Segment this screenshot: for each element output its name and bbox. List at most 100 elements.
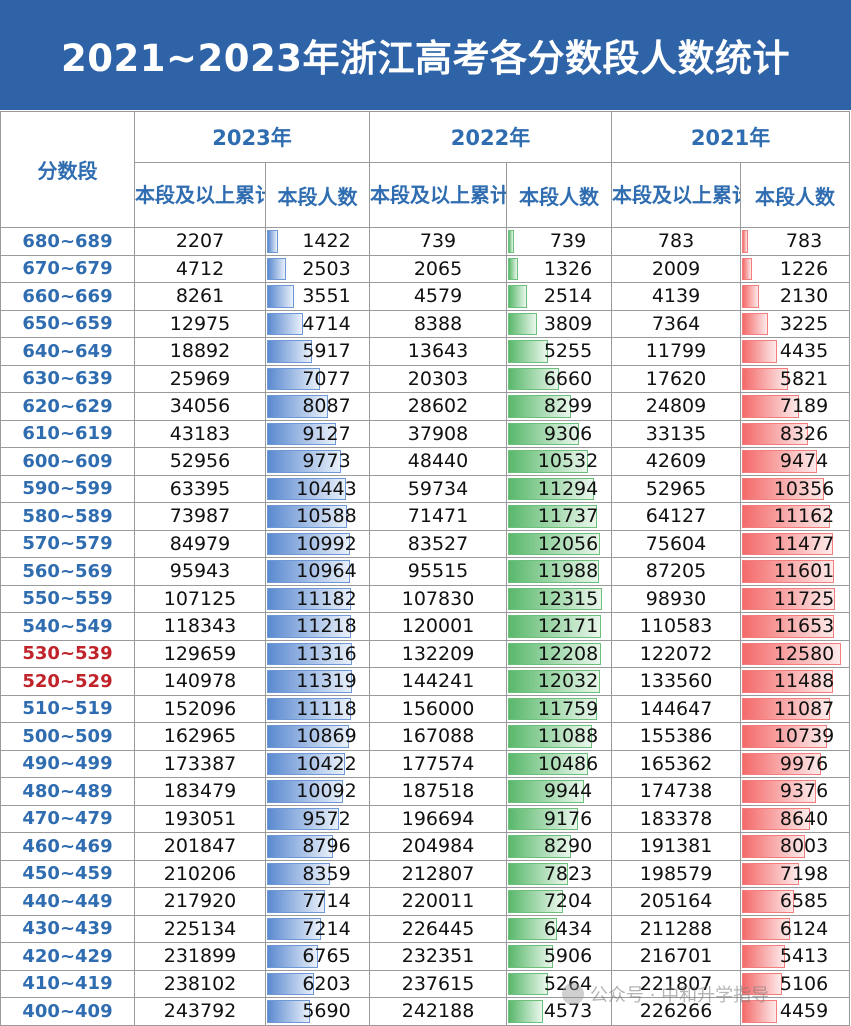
segment-cell: 470~479 <box>0 804 135 833</box>
count-cell-2023: 10992 <box>264 529 371 558</box>
cumulative-cell-2021: 205164 <box>611 887 742 916</box>
count-bar-2021 <box>742 367 789 390</box>
count-bar-2023 <box>267 505 347 528</box>
count-value: 4573 <box>543 1000 593 1023</box>
count-value: 11218 <box>296 615 357 638</box>
count-value: 5821 <box>779 367 829 390</box>
cumulative-cell-2022: 220011 <box>369 887 508 916</box>
cumulative-cell-2022: 237615 <box>369 969 508 998</box>
count-value: 739 <box>549 230 587 253</box>
cumulative-cell-2022: 212807 <box>369 859 508 888</box>
table-row: 570~579 84979 10992 83527 12056 75604 11477 <box>0 529 851 558</box>
cum-header-text: 本段及以上累计人数 <box>370 183 506 207</box>
count-cell-2022: 11088 <box>506 722 613 751</box>
count-bar-2021 <box>742 340 778 363</box>
count-cell-2023: 10092 <box>264 777 371 806</box>
count-bar-2022 <box>508 505 598 528</box>
count-bar-2022 <box>508 835 572 858</box>
count-bar-2023 <box>267 752 346 775</box>
cumulative-cell-2023: 243792 <box>134 997 266 1026</box>
count-cell-2022: 11988 <box>506 557 613 586</box>
segment-cell: 540~549 <box>0 612 135 641</box>
count-bar-2022 <box>508 917 557 940</box>
count-cell-2023: 7214 <box>264 914 371 943</box>
count-value: 5917 <box>302 340 351 363</box>
segment-cell: 590~599 <box>0 474 135 503</box>
score-table: 分数段 2023年 2022年 2021年 本段及以上累计人数 本段人数 本段及… <box>0 111 851 1026</box>
count-value: 10422 <box>296 752 357 775</box>
count-bar-2021 <box>742 450 817 473</box>
count-bar-2023 <box>267 725 349 748</box>
count-value: 3225 <box>779 312 829 335</box>
count-value: 8087 <box>302 395 351 418</box>
cumulative-cell-2023: 18892 <box>134 337 266 366</box>
count-value: 11601 <box>773 560 835 583</box>
count-cell-2022: 12032 <box>506 667 613 696</box>
segment-cell: 660~669 <box>0 282 135 311</box>
segment-cell: 650~659 <box>0 309 135 338</box>
count-cell-2022: 7204 <box>506 887 613 916</box>
count-value: 12171 <box>537 615 599 638</box>
count-value: 7189 <box>779 395 829 418</box>
cumulative-cell-2021: 4139 <box>611 282 742 311</box>
count-cell-2023: 9127 <box>264 419 371 448</box>
segment-cell: 610~619 <box>0 419 135 448</box>
count-value: 1326 <box>543 257 593 280</box>
count-bar-2023 <box>267 230 278 253</box>
count-bar-2023 <box>267 917 322 940</box>
count-value: 8640 <box>779 807 829 830</box>
cum-header-text: 本段及以上累计人数 <box>612 183 740 207</box>
count-header-2023: 本段人数 <box>264 162 371 228</box>
count-value: 11477 <box>773 532 835 555</box>
count-bar-2022 <box>508 725 593 748</box>
cumulative-cell-2023: 12975 <box>134 309 266 338</box>
count-bar-2021 <box>742 615 835 638</box>
watermark-text: 公众号 · 中和升学指导 <box>590 985 770 1006</box>
count-value: 9474 <box>779 450 829 473</box>
segment-cell: 670~679 <box>0 254 135 283</box>
cumulative-cell-2022: 232351 <box>369 942 508 971</box>
count-value: 9572 <box>302 807 351 830</box>
count-cell-2021: 8640 <box>740 804 851 833</box>
title-banner: 2021~2023年浙江高考各分数段人数统计 <box>0 0 851 110</box>
count-bar-2023 <box>267 642 353 665</box>
cumulative-cell-2023: 173387 <box>134 749 266 778</box>
count-cell-2022: 11737 <box>506 502 613 531</box>
cumulative-cell-2022: 37908 <box>369 419 508 448</box>
count-bar-2023 <box>267 560 350 583</box>
cum-header-2023: 本段及以上累计人数 <box>134 162 266 228</box>
count-bar-2023 <box>267 532 350 555</box>
table-row: 460~469 201847 8796 204984 8290 191381 8003 <box>0 832 851 861</box>
count-cell-2021: 11488 <box>740 667 851 696</box>
count-cell-2022: 9944 <box>506 777 613 806</box>
count-value: 2503 <box>302 257 351 280</box>
count-cell-2021: 8003 <box>740 832 851 861</box>
count-cell-2022: 12315 <box>506 584 613 613</box>
table-row: 560~569 95943 10964 95515 11988 87205 11601 <box>0 557 851 586</box>
count-value: 11118 <box>296 697 357 720</box>
count-bar-2022 <box>508 890 563 913</box>
cumulative-cell-2022: 83527 <box>369 529 508 558</box>
count-value: 3551 <box>302 285 351 308</box>
cumulative-cell-2021: 33135 <box>611 419 742 448</box>
cumulative-cell-2021: 165362 <box>611 749 742 778</box>
count-bar-2023 <box>267 670 353 693</box>
count-cell-2022: 12056 <box>506 529 613 558</box>
segment-cell: 460~469 <box>0 832 135 861</box>
cumulative-cell-2023: 152096 <box>134 694 266 723</box>
count-header-2022: 本段人数 <box>506 162 613 228</box>
table-row: 470~479 193051 9572 196694 9176 183378 8640 <box>0 804 851 833</box>
count-cell-2022: 6660 <box>506 364 613 393</box>
count-bar-2021 <box>742 230 749 253</box>
count-cell-2023: 4714 <box>264 309 371 338</box>
cumulative-cell-2023: 43183 <box>134 419 266 448</box>
cumulative-cell-2021: 98930 <box>611 584 742 613</box>
count-bar-2021 <box>742 697 830 720</box>
table-row: 520~529 140978 11319 144241 12032 133560 11488 <box>0 667 851 696</box>
count-value: 6765 <box>302 945 351 968</box>
cumulative-cell-2023: 231899 <box>134 942 266 971</box>
count-cell-2022: 4573 <box>506 997 613 1026</box>
count-bar-2022 <box>508 862 568 885</box>
count-value: 7214 <box>302 917 351 940</box>
count-value: 8796 <box>302 835 351 858</box>
